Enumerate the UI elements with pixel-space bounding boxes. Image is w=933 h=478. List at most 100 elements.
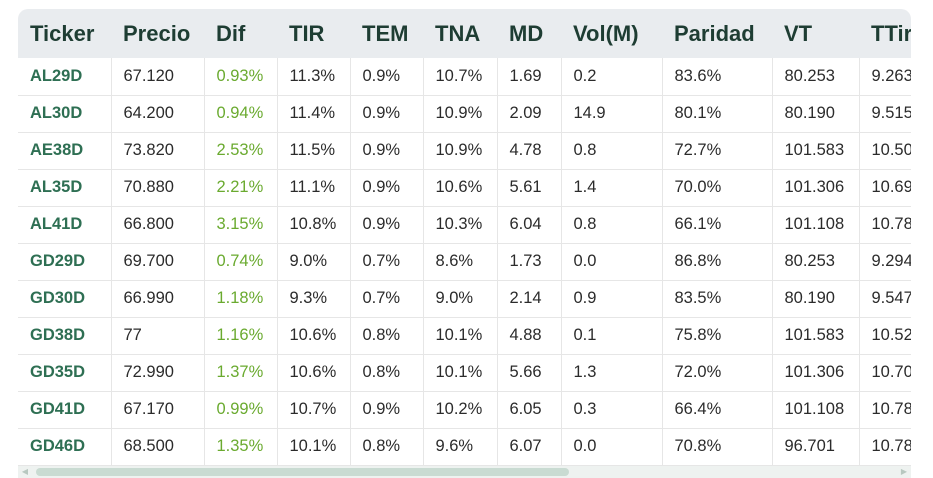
cell-precio: 69.700	[111, 243, 205, 281]
cell-paridad: 66.4%	[662, 391, 773, 429]
cell-precio: 67.120	[111, 58, 205, 96]
table-row[interactable]: AL41D 66.800 3.15% 10.8% 0.9% 10.3% 6.04 0.8 66.…	[18, 206, 911, 244]
cell-tna: 9.6%	[423, 428, 498, 466]
cell-ticker[interactable]: GD29D	[18, 243, 112, 281]
cell-precio: 68.500	[111, 428, 205, 466]
cell-md: 1.69	[497, 58, 562, 96]
cell-paridad: 80.1%	[662, 95, 773, 133]
cell-tir: 10.6%	[277, 354, 351, 392]
cell-precio: 64.200	[111, 95, 205, 133]
cell-ttir: 10.78	[859, 206, 911, 244]
cell-dif: 2.21%	[204, 169, 278, 207]
cell-vt: 96.701	[772, 428, 860, 466]
cell-ticker[interactable]: GD30D	[18, 280, 112, 318]
cell-paridad: 72.0%	[662, 354, 773, 392]
cell-dif: 0.93%	[204, 58, 278, 96]
cell-tna: 10.6%	[423, 169, 498, 207]
column-header-paridad[interactable]: Paridad	[674, 20, 755, 46]
cell-tna: 10.1%	[423, 317, 498, 355]
column-header-tem[interactable]: TEM	[362, 20, 409, 46]
cell-ticker[interactable]: AL35D	[18, 169, 112, 207]
cell-vol: 1.4	[561, 169, 663, 207]
cell-tir: 10.6%	[277, 317, 351, 355]
cell-md: 4.78	[497, 132, 562, 170]
chevron-right-icon[interactable]: ▶	[900, 467, 908, 476]
cell-vol: 0.1	[561, 317, 663, 355]
cell-tem: 0.7%	[350, 243, 424, 281]
cell-vol: 0.8	[561, 132, 663, 170]
cell-precio: 70.880	[111, 169, 205, 207]
cell-dif: 1.35%	[204, 428, 278, 466]
cell-dif: 3.15%	[204, 206, 278, 244]
column-header-vt[interactable]: VT	[784, 20, 813, 46]
cell-vol: 0.2	[561, 58, 663, 96]
chevron-left-icon[interactable]: ◀	[21, 467, 29, 476]
cell-ticker[interactable]: GD38D	[18, 317, 112, 355]
bonds-table-container[interactable]: Ticker Precio Dif TIR TEM TNA MD Vol(M) …	[18, 9, 911, 478]
cell-md: 1.73	[497, 243, 562, 281]
cell-paridad: 83.6%	[662, 58, 773, 96]
cell-precio: 66.800	[111, 206, 205, 244]
cell-vt: 101.108	[772, 391, 860, 429]
cell-tna: 10.3%	[423, 206, 498, 244]
cell-tna: 10.1%	[423, 354, 498, 392]
column-header-ttir[interactable]: TTir	[871, 20, 911, 46]
cell-precio: 73.820	[111, 132, 205, 170]
cell-vol: 0.0	[561, 428, 663, 466]
cell-ticker[interactable]: GD41D	[18, 391, 112, 429]
table-row[interactable]: GD29D 69.700 0.74% 9.0% 0.7% 8.6% 1.73 0.0 86.8%…	[18, 243, 911, 281]
column-header-tna[interactable]: TNA	[435, 20, 481, 46]
cell-vt: 101.108	[772, 206, 860, 244]
cell-md: 5.66	[497, 354, 562, 392]
table-row[interactable]: GD30D 66.990 1.18% 9.3% 0.7% 9.0% 2.14 0.9 83.5%…	[18, 280, 911, 318]
cell-ticker[interactable]: GD35D	[18, 354, 112, 392]
cell-tir: 10.8%	[277, 206, 351, 244]
column-header-dif[interactable]: Dif	[216, 20, 246, 46]
cell-ticker[interactable]: GD46D	[18, 428, 112, 466]
cell-vol: 0.0	[561, 243, 663, 281]
table-row[interactable]: GD46D 68.500 1.35% 10.1% 0.8% 9.6% 6.07 0.0 70.8…	[18, 428, 911, 466]
cell-tir: 10.7%	[277, 391, 351, 429]
cell-ttir: 9.547	[859, 280, 911, 318]
table-row[interactable]: GD41D 67.170 0.99% 10.7% 0.9% 10.2% 6.05 0.3 66.…	[18, 391, 911, 429]
cell-vt: 101.306	[772, 169, 860, 207]
cell-vol: 0.3	[561, 391, 663, 429]
cell-paridad: 83.5%	[662, 280, 773, 318]
column-header-ticker[interactable]: Ticker	[30, 20, 95, 46]
column-header-vol[interactable]: Vol(M)	[573, 20, 639, 46]
cell-precio: 77	[111, 317, 205, 355]
table-row[interactable]: AL30D 64.200 0.94% 11.4% 0.9% 10.9% 2.09 14.9 80…	[18, 95, 911, 133]
cell-precio: 67.170	[111, 391, 205, 429]
column-header-md[interactable]: MD	[509, 20, 544, 46]
cell-ttir: 10.69	[859, 169, 911, 207]
cell-md: 5.61	[497, 169, 562, 207]
cell-paridad: 72.7%	[662, 132, 773, 170]
cell-ticker[interactable]: AL41D	[18, 206, 112, 244]
cell-tem: 0.8%	[350, 428, 424, 466]
table-row[interactable]: AL29D 67.120 0.93% 11.3% 0.9% 10.7% 1.69 0.2 83.…	[18, 58, 911, 96]
cell-ticker[interactable]: AE38D	[18, 132, 112, 170]
cell-ticker[interactable]: AL29D	[18, 58, 112, 96]
cell-tna: 10.7%	[423, 58, 498, 96]
scrollbar-thumb[interactable]	[36, 468, 569, 476]
column-header-precio[interactable]: Precio	[123, 20, 191, 46]
cell-dif: 0.74%	[204, 243, 278, 281]
horizontal-scrollbar[interactable]: ◀ ▶	[18, 466, 911, 478]
cell-ttir: 9.515	[859, 95, 911, 133]
table-row[interactable]: AL35D 70.880 2.21% 11.1% 0.9% 10.6% 5.61 1.4 70.…	[18, 169, 911, 207]
cell-dif: 1.18%	[204, 280, 278, 318]
cell-ticker[interactable]: AL30D	[18, 95, 112, 133]
cell-tem: 0.8%	[350, 354, 424, 392]
cell-tem: 0.9%	[350, 169, 424, 207]
table-row[interactable]: AE38D 73.820 2.53% 11.5% 0.9% 10.9% 4.78 0.8 72.…	[18, 132, 911, 170]
cell-dif: 2.53%	[204, 132, 278, 170]
cell-md: 6.04	[497, 206, 562, 244]
table-header-row: Ticker Precio Dif TIR TEM TNA MD Vol(M) …	[18, 9, 911, 58]
table-row[interactable]: GD35D 72.990 1.37% 10.6% 0.8% 10.1% 5.66 1.3 72.…	[18, 354, 911, 392]
column-header-tir[interactable]: TIR	[289, 20, 325, 46]
cell-tir: 11.1%	[277, 169, 351, 207]
table-row[interactable]: GD38D 77 1.16% 10.6% 0.8% 10.1% 4.88 0.1 75.8% 10…	[18, 317, 911, 355]
cell-tem: 0.9%	[350, 58, 424, 96]
cell-vt: 101.583	[772, 317, 860, 355]
cell-vol: 1.3	[561, 354, 663, 392]
